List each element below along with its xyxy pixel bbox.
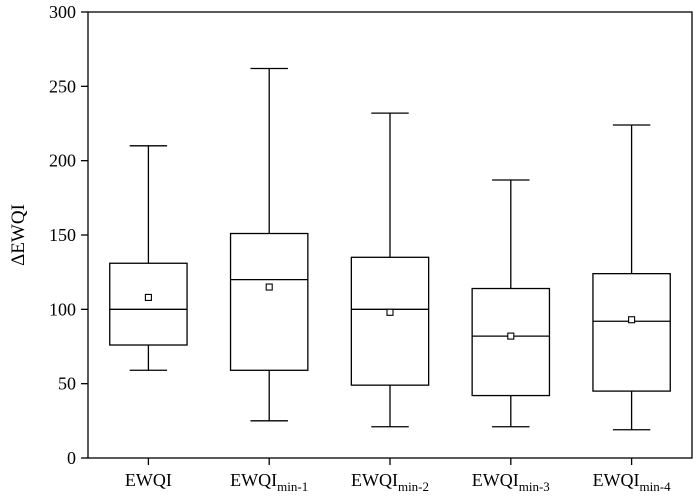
x-axis: EWQI EWQImin-1 EWQImin-2 EWQImin-3 EWQImin-4	[125, 458, 671, 494]
x-tick-label-base: EWQI	[472, 470, 519, 490]
x-tick-label-subscript: min-2	[398, 479, 429, 494]
x-tick-label-base: EWQI	[125, 470, 172, 490]
y-tick-label: 100	[49, 299, 76, 319]
x-tick-label: EWQImin-1	[230, 470, 308, 494]
mean-marker	[386, 308, 394, 316]
x-tick-label: EWQImin-2	[351, 470, 429, 494]
mean-marker	[265, 283, 273, 291]
box-4	[471, 179, 551, 428]
x-tick-label-subscript: min-3	[519, 479, 550, 494]
interquartile-box	[229, 232, 309, 371]
x-tick-label-subscript: min-1	[277, 479, 308, 494]
mean-marker	[507, 332, 515, 340]
box-1	[109, 145, 188, 371]
mean-marker	[628, 316, 636, 324]
box-2	[229, 67, 309, 422]
interquartile-box	[592, 273, 671, 392]
interquartile-box	[350, 256, 430, 386]
box-3	[350, 112, 430, 428]
interquartile-box	[471, 287, 551, 397]
x-tick-label-subscript: min-4	[640, 479, 672, 494]
y-tick-label: 250	[49, 76, 76, 96]
x-tick-label-base: EWQI	[593, 470, 640, 490]
x-tick-label-base: EWQI	[230, 470, 277, 490]
box-series	[109, 67, 671, 431]
y-axis-label: ΔEWQI	[8, 204, 29, 266]
x-tick-label: EWQImin-3	[472, 470, 550, 494]
x-tick-label: EWQImin-4	[593, 470, 672, 494]
x-tick-label: EWQI	[125, 470, 172, 490]
y-tick-label: 150	[49, 225, 76, 245]
y-tick-label: 0	[67, 448, 76, 468]
mean-marker	[144, 293, 152, 301]
y-tick-label: 200	[49, 151, 76, 171]
interquartile-box	[109, 262, 188, 346]
y-tick-label: 300	[49, 2, 76, 22]
x-tick-label-base: EWQI	[351, 470, 398, 490]
box-5	[592, 124, 671, 431]
y-tick-label: 50	[58, 374, 76, 394]
y-axis: 0 50 100 150 200 250 300	[49, 2, 88, 468]
